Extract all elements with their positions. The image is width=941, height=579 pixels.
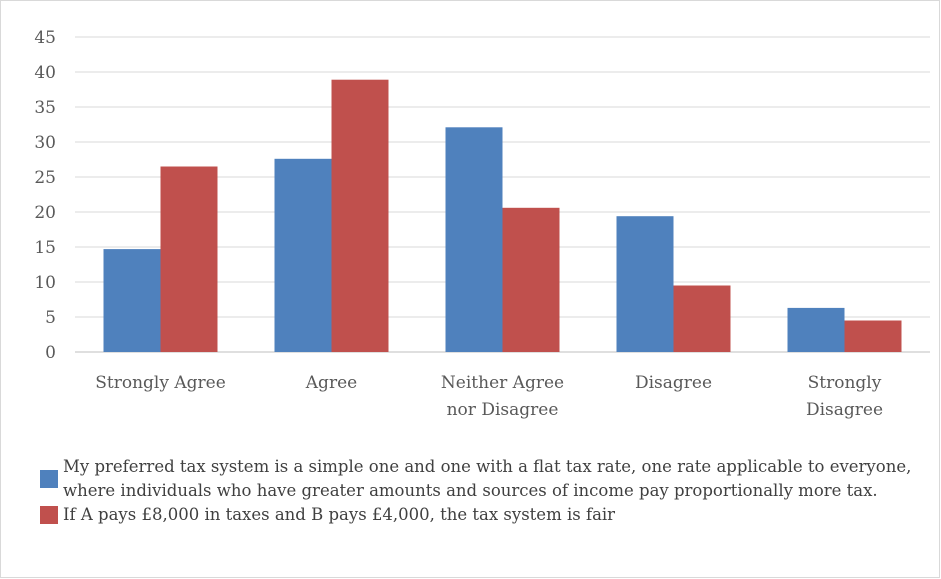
x-category-label: Strongly: [808, 373, 882, 393]
y-tick-label: 15: [34, 238, 56, 258]
y-tick-label: 45: [34, 28, 56, 48]
legend-swatch-series-1: [40, 470, 58, 488]
y-tick-label: 35: [34, 98, 56, 118]
y-axis-ticks: 0 5 10 15 20 25 30 35 40 45: [34, 28, 56, 363]
bar-series-2: [844, 320, 902, 352]
y-tick-label: 5: [45, 308, 56, 328]
bar-series-2: [331, 79, 389, 352]
legend: My preferred tax system is a simple one …: [40, 455, 930, 527]
bar-series-2: [673, 285, 731, 352]
bar-series-1: [274, 158, 332, 352]
legend-label-series-1: My preferred tax system is a simple one …: [63, 457, 912, 500]
x-category-label: Strongly Agree: [95, 373, 226, 393]
legend-swatch-series-2: [40, 506, 58, 524]
y-tick-label: 25: [34, 168, 56, 188]
x-category-label: Disagree: [635, 373, 712, 393]
legend-item-series-1: My preferred tax system is a simple one …: [40, 455, 930, 503]
y-tick-label: 10: [34, 273, 56, 293]
x-category-label: Neither Agree: [441, 373, 564, 393]
y-tick-label: 30: [34, 133, 56, 153]
bar-series-1: [787, 307, 845, 352]
legend-label-series-2: If A pays £8,000 in taxes and B pays £4,…: [63, 505, 616, 524]
x-category-label: Disagree: [806, 400, 883, 420]
bar-series-1: [445, 127, 503, 352]
y-tick-label: 0: [45, 343, 56, 363]
legend-item-series-2: If A pays £8,000 in taxes and B pays £4,…: [40, 503, 930, 527]
x-category-label: nor Disagree: [447, 400, 559, 420]
bar-series-2: [160, 166, 218, 352]
bar-series-2: [502, 207, 560, 352]
y-tick-label: 40: [34, 63, 56, 83]
bar-series-1: [103, 249, 161, 352]
bars: [103, 79, 902, 352]
bar-series-1: [616, 216, 674, 352]
x-category-label: Agree: [305, 373, 357, 393]
x-axis-categories: Strongly Agree Agree Neither Agree nor Disa…: [95, 373, 883, 420]
bar-chart: 0 5 10 15 20 25 30 35 40 45 Strongly Agree Agree Ne…: [34, 28, 930, 420]
y-tick-label: 20: [34, 203, 56, 223]
